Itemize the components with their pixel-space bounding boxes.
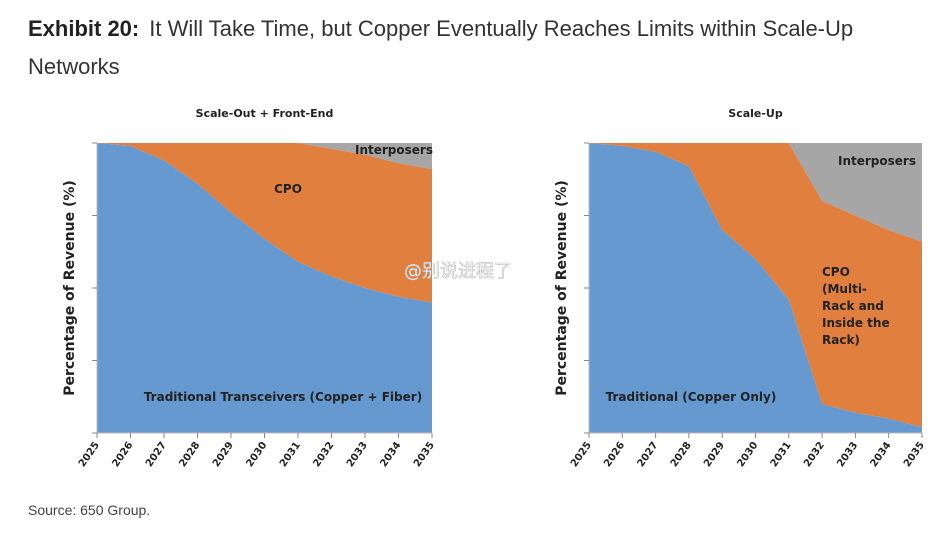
y-axis-label: Percentage of Revenue (%)	[62, 180, 78, 396]
series-label-box: Traditional Transceivers (Copper + Fiber…	[143, 390, 423, 404]
source: Source: 650 Group.	[28, 502, 151, 518]
watermark: @别说进程了	[404, 261, 512, 282]
area	[97, 143, 432, 433]
x-tick-label: 2034	[869, 440, 894, 469]
exhibit-label: Exhibit 20:	[28, 16, 140, 41]
area	[97, 143, 432, 303]
exhibit-title: It Will Take Time, but Copper Eventually…	[28, 16, 854, 79]
x-tick-label: 2026	[110, 440, 135, 469]
series-label: CPO (Multi-Rack and Inside the Rack)	[822, 265, 890, 347]
chart-title: Scale-Out + Front-End	[196, 107, 334, 120]
series-label-box: CPO	[274, 182, 302, 196]
chart-title: Scale-Up	[728, 107, 783, 120]
x-tick-label: 2025	[77, 440, 102, 469]
area	[589, 143, 922, 242]
series-label: Interposers	[838, 154, 916, 168]
series-label: CPO	[274, 182, 302, 196]
header: Exhibit 20: It Will Take Time, but Copper…	[28, 10, 918, 86]
x-tick-label: 2032	[802, 440, 827, 469]
area	[589, 143, 922, 433]
area	[589, 143, 922, 428]
area	[97, 143, 432, 170]
y-axis-label: Percentage of Revenue (%)	[554, 180, 570, 396]
series-label-box: Interposers	[838, 154, 916, 168]
x-tick-label: 2033	[835, 440, 860, 469]
series-label-box: Interposers	[355, 143, 433, 157]
series-label: Traditional Transceivers (Copper + Fiber…	[143, 390, 423, 404]
series-label: Interposers	[355, 143, 433, 157]
series-label-box: CPO (Multi-Rack and Inside the Rack)	[822, 265, 890, 347]
series-label-box: Traditional (Copper Only)	[605, 390, 777, 404]
x-tick-label: 2035	[902, 440, 927, 469]
series-label: Traditional (Copper Only)	[605, 390, 777, 404]
